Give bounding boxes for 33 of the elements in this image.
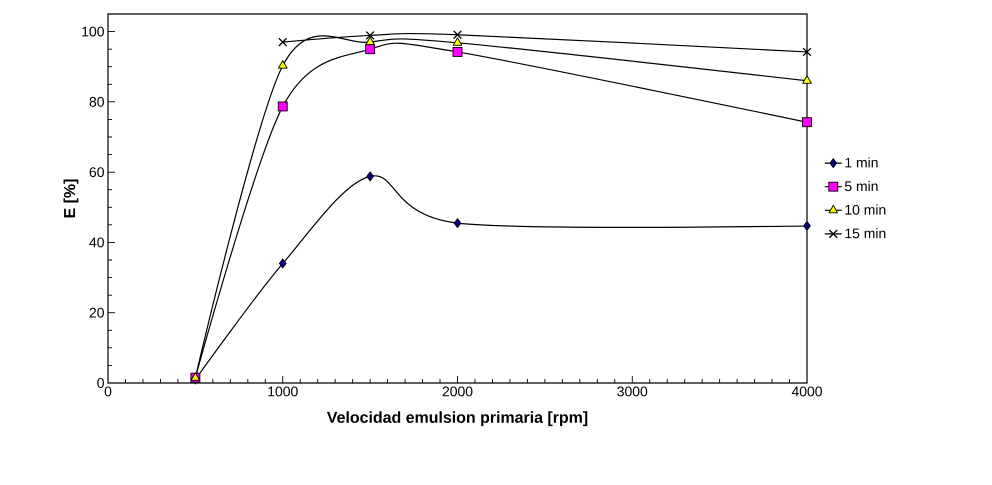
x-tick-label: 1000 bbox=[268, 386, 298, 396]
point bbox=[802, 47, 812, 56]
point bbox=[278, 258, 287, 268]
y-tick-label: 100 bbox=[82, 26, 104, 37]
y-tick-label: 0 bbox=[97, 378, 104, 388]
point bbox=[802, 75, 812, 84]
legend-label: 10 min bbox=[845, 204, 886, 215]
legend-label: 5 min bbox=[844, 180, 878, 192]
point bbox=[802, 117, 812, 128]
y-tick-label: 40 bbox=[89, 237, 104, 248]
point bbox=[366, 171, 374, 182]
x-tick-label: 0 bbox=[104, 386, 112, 396]
x-tick-label: 3000 bbox=[617, 386, 648, 396]
x-axis-title: Velocidad emulsion primaria [rpm] bbox=[326, 411, 588, 426]
y-tick-label: 60 bbox=[90, 167, 104, 178]
point bbox=[365, 36, 375, 46]
x-tick-label: 4000 bbox=[792, 386, 822, 396]
y-axis-title: E [%] bbox=[64, 179, 78, 218]
point bbox=[452, 47, 462, 57]
x-tick-label: 2000 bbox=[442, 386, 472, 396]
point bbox=[454, 218, 462, 228]
legend-label: 1 min bbox=[845, 157, 878, 168]
point bbox=[365, 44, 376, 54]
point bbox=[452, 37, 462, 46]
y-tick-label: 20 bbox=[90, 308, 104, 318]
point bbox=[366, 30, 375, 40]
point bbox=[278, 60, 288, 69]
point bbox=[452, 30, 462, 40]
point bbox=[278, 101, 288, 112]
point bbox=[278, 38, 288, 47]
legend-label: 15 min bbox=[845, 228, 886, 238]
point bbox=[803, 220, 811, 231]
y-tick-label: 80 bbox=[90, 96, 104, 107]
